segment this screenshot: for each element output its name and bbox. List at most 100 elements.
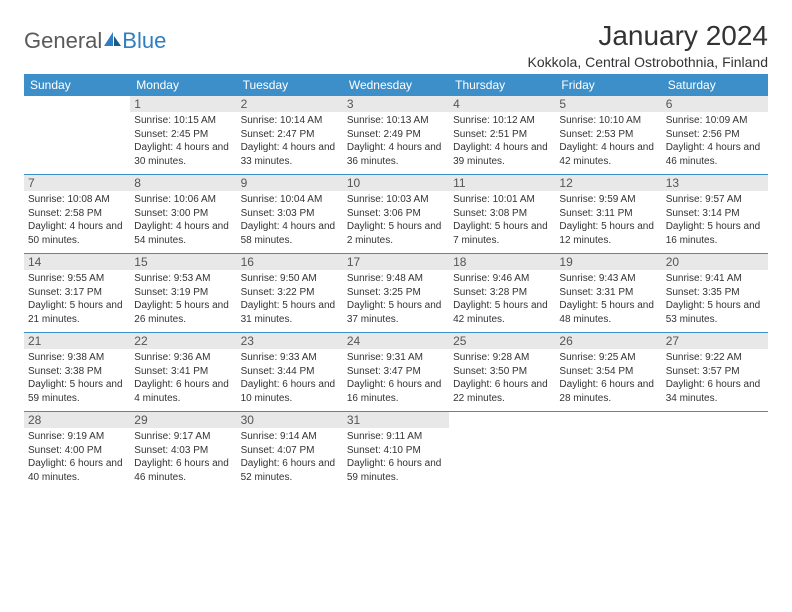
day-number: 8 <box>130 175 236 191</box>
day-number: 27 <box>662 333 768 349</box>
day-number: 19 <box>555 254 661 270</box>
day-info: Sunrise: 9:14 AMSunset: 4:07 PMDaylight:… <box>241 430 339 484</box>
calendar-day-cell: 12 Sunrise: 9:59 AMSunset: 3:11 PMDayligh… <box>555 175 661 254</box>
day-info: Sunrise: 9:48 AMSunset: 3:25 PMDaylight:… <box>347 272 445 326</box>
day-info: Sunrise: 9:41 AMSunset: 3:35 PMDaylight:… <box>666 272 764 326</box>
calendar-table: SundayMondayTuesdayWednesdayThursdayFrid… <box>24 74 768 490</box>
day-info: Sunrise: 10:12 AMSunset: 2:51 PMDaylight… <box>453 114 551 168</box>
calendar-day-cell <box>24 96 130 175</box>
weekday-header-row: SundayMondayTuesdayWednesdayThursdayFrid… <box>24 74 768 96</box>
title-block: January 2024 Kokkola, Central Ostrobothn… <box>528 20 768 70</box>
day-number: 3 <box>343 96 449 112</box>
calendar-day-cell: 21 Sunrise: 9:38 AMSunset: 3:38 PMDayligh… <box>24 333 130 412</box>
calendar-day-cell <box>555 412 661 491</box>
calendar-day-cell: 18 Sunrise: 9:46 AMSunset: 3:28 PMDayligh… <box>449 254 555 333</box>
calendar-day-cell: 23 Sunrise: 9:33 AMSunset: 3:44 PMDayligh… <box>237 333 343 412</box>
day-info: Sunrise: 9:22 AMSunset: 3:57 PMDaylight:… <box>666 351 764 405</box>
calendar-day-cell: 15Sunrise: 9:53 AMSunset: 3:19 PMDayligh… <box>130 254 236 333</box>
page-title: January 2024 <box>528 20 768 52</box>
calendar-day-cell: 17 Sunrise: 9:48 AMSunset: 3:25 PMDayligh… <box>343 254 449 333</box>
day-info: Sunrise: 10:04 AMSunset: 3:03 PMDaylight… <box>241 193 339 247</box>
weekday-header: Sunday <box>24 74 130 96</box>
calendar-day-cell: 2 Sunrise: 10:14 AMSunset: 2:47 PMDayligh… <box>237 96 343 175</box>
day-number: 1 <box>130 96 236 112</box>
calendar-week-row: 28 Sunrise: 9:19 AMSunset: 4:00 PMDayligh… <box>24 412 768 491</box>
day-number: 2 <box>237 96 343 112</box>
day-number: 11 <box>449 175 555 191</box>
day-number: 16 <box>237 254 343 270</box>
calendar-day-cell: 16 Sunrise: 9:50 AMSunset: 3:22 PMDayligh… <box>237 254 343 333</box>
day-number: 17 <box>343 254 449 270</box>
day-info: Sunrise: 10:06 AMSunset: 3:00 PMDaylight… <box>134 193 232 247</box>
day-info: Sunrise: 9:53 AMSunset: 3:19 PMDaylight:… <box>134 272 232 326</box>
day-info: Sunrise: 10:09 AMSunset: 2:56 PMDaylight… <box>666 114 764 168</box>
day-info: Sunrise: 10:08 AMSunset: 2:58 PMDaylight… <box>28 193 126 247</box>
sail-icon <box>104 32 122 46</box>
calendar-day-cell <box>449 412 555 491</box>
calendar-day-cell: 5 Sunrise: 10:10 AMSunset: 2:53 PMDayligh… <box>555 96 661 175</box>
day-info: Sunrise: 9:11 AMSunset: 4:10 PMDaylight:… <box>347 430 445 484</box>
calendar-day-cell: 20 Sunrise: 9:41 AMSunset: 3:35 PMDayligh… <box>662 254 768 333</box>
day-number: 28 <box>24 412 130 428</box>
day-number: 29 <box>130 412 236 428</box>
day-info: Sunrise: 9:33 AMSunset: 3:44 PMDaylight:… <box>241 351 339 405</box>
logo-text-blue: Blue <box>122 28 166 54</box>
day-number: 4 <box>449 96 555 112</box>
day-info: Sunrise: 9:25 AMSunset: 3:54 PMDaylight:… <box>559 351 657 405</box>
day-info: Sunrise: 9:28 AMSunset: 3:50 PMDaylight:… <box>453 351 551 405</box>
weekday-header: Saturday <box>662 74 768 96</box>
weekday-header: Monday <box>130 74 236 96</box>
calendar-day-cell: 14 Sunrise: 9:55 AMSunset: 3:17 PMDayligh… <box>24 254 130 333</box>
day-info: Sunrise: 9:19 AMSunset: 4:00 PMDaylight:… <box>28 430 126 484</box>
calendar-week-row: 7 Sunrise: 10:08 AMSunset: 2:58 PMDayligh… <box>24 175 768 254</box>
day-number: 13 <box>662 175 768 191</box>
calendar-day-cell: 1Sunrise: 10:15 AMSunset: 2:45 PMDayligh… <box>130 96 236 175</box>
calendar-day-cell: 10 Sunrise: 10:03 AMSunset: 3:06 PMDaylig… <box>343 175 449 254</box>
day-number: 14 <box>24 254 130 270</box>
calendar-day-cell: 22 Sunrise: 9:36 AMSunset: 3:41 PMDayligh… <box>130 333 236 412</box>
day-info: Sunrise: 10:13 AMSunset: 2:49 PMDaylight… <box>347 114 445 168</box>
day-info: Sunrise: 10:14 AMSunset: 2:47 PMDaylight… <box>241 114 339 168</box>
day-number: 30 <box>237 412 343 428</box>
calendar-day-cell: 4 Sunrise: 10:12 AMSunset: 2:51 PMDayligh… <box>449 96 555 175</box>
day-info: Sunrise: 9:50 AMSunset: 3:22 PMDaylight:… <box>241 272 339 326</box>
day-info: Sunrise: 9:55 AMSunset: 3:17 PMDaylight:… <box>28 272 126 326</box>
calendar-day-cell: 31 Sunrise: 9:11 AMSunset: 4:10 PMDayligh… <box>343 412 449 491</box>
day-number: 23 <box>237 333 343 349</box>
weekday-header: Wednesday <box>343 74 449 96</box>
day-number: 12 <box>555 175 661 191</box>
day-info: Sunrise: 9:38 AMSunset: 3:38 PMDaylight:… <box>28 351 126 405</box>
calendar-day-cell: 28 Sunrise: 9:19 AMSunset: 4:00 PMDayligh… <box>24 412 130 491</box>
day-number: 20 <box>662 254 768 270</box>
calendar-day-cell: 9Sunrise: 10:04 AMSunset: 3:03 PMDayligh… <box>237 175 343 254</box>
day-info: Sunrise: 10:03 AMSunset: 3:06 PMDaylight… <box>347 193 445 247</box>
logo: General Blue <box>24 28 166 54</box>
header: General Blue January 2024 Kokkola, Centr… <box>24 20 768 70</box>
day-number: 21 <box>24 333 130 349</box>
weekday-header: Thursday <box>449 74 555 96</box>
day-number: 26 <box>555 333 661 349</box>
calendar-week-row: 21 Sunrise: 9:38 AMSunset: 3:38 PMDayligh… <box>24 333 768 412</box>
calendar-day-cell: 3 Sunrise: 10:13 AMSunset: 2:49 PMDayligh… <box>343 96 449 175</box>
day-number: 5 <box>555 96 661 112</box>
calendar-day-cell: 6Sunrise: 10:09 AMSunset: 2:56 PMDayligh… <box>662 96 768 175</box>
day-info: Sunrise: 9:46 AMSunset: 3:28 PMDaylight:… <box>453 272 551 326</box>
calendar-day-cell: 29Sunrise: 9:17 AMSunset: 4:03 PMDayligh… <box>130 412 236 491</box>
day-number: 18 <box>449 254 555 270</box>
day-info: Sunrise: 9:59 AMSunset: 3:11 PMDaylight:… <box>559 193 657 247</box>
day-number: 7 <box>24 175 130 191</box>
day-info: Sunrise: 9:36 AMSunset: 3:41 PMDaylight:… <box>134 351 232 405</box>
calendar-week-row: 14 Sunrise: 9:55 AMSunset: 3:17 PMDayligh… <box>24 254 768 333</box>
location: Kokkola, Central Ostrobothnia, Finland <box>528 54 768 70</box>
day-number: 24 <box>343 333 449 349</box>
day-number: 31 <box>343 412 449 428</box>
day-number: 10 <box>343 175 449 191</box>
logo-text-general: General <box>24 28 102 54</box>
day-info: Sunrise: 10:10 AMSunset: 2:53 PMDaylight… <box>559 114 657 168</box>
day-number: 22 <box>130 333 236 349</box>
calendar-day-cell: 26 Sunrise: 9:25 AMSunset: 3:54 PMDayligh… <box>555 333 661 412</box>
calendar-day-cell: 13Sunrise: 9:57 AMSunset: 3:14 PMDayligh… <box>662 175 768 254</box>
calendar-day-cell: 11Sunrise: 10:01 AMSunset: 3:08 PMDaylig… <box>449 175 555 254</box>
weekday-header: Friday <box>555 74 661 96</box>
calendar-day-cell: 7 Sunrise: 10:08 AMSunset: 2:58 PMDayligh… <box>24 175 130 254</box>
